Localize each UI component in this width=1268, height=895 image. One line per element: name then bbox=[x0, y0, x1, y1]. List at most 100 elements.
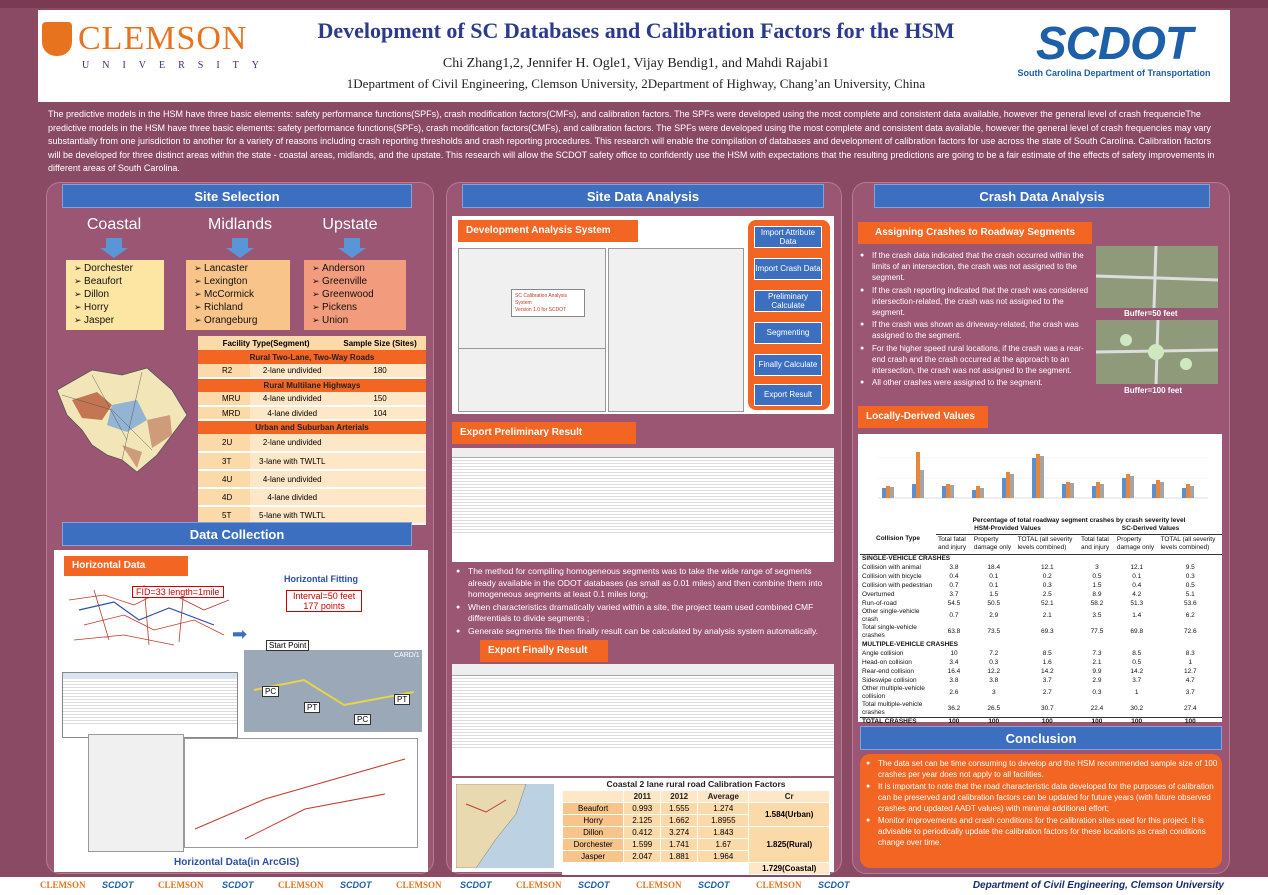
table-cell: 7.2 bbox=[989, 649, 999, 657]
table-row: Total single-vehicle crashes 63.8 73.5 69.3… bbox=[860, 624, 1222, 640]
table-cell: 0.5 bbox=[1185, 581, 1195, 589]
table-group-heading: Rural Multilane Highways bbox=[198, 378, 426, 392]
table-row: 4U 4-lane undivided bbox=[198, 470, 426, 489]
footer-clemson-logo: CLEMSON bbox=[636, 880, 682, 890]
table-cell: 3-lane with TWLTL bbox=[250, 452, 335, 471]
points-text: 177 points bbox=[303, 601, 345, 611]
bullet-item: The method for compiling homogeneous seg… bbox=[456, 566, 836, 601]
flow-step-import-attribute: Import Attribute Data bbox=[754, 226, 822, 248]
table-row: Total multiple-vehicle crashes 36.2 26.5 30… bbox=[860, 701, 1222, 718]
ldv-col-header: TOTAL (all severity levels combined) bbox=[1017, 536, 1073, 551]
table-header-row: Facility Type(Segment) Sample Size (Site… bbox=[198, 336, 426, 350]
scdot-logo: SCDOT South Carolina Department of Trans… bbox=[1008, 18, 1220, 96]
export-prelim-heading: Export Preliminary Result bbox=[452, 422, 636, 444]
table-cell: 6.2 bbox=[1185, 612, 1195, 619]
cr-rural: 1.825(Rural) bbox=[748, 826, 830, 863]
table-cell: Collision with pedestrian bbox=[862, 581, 933, 589]
table-cell: 0.1 bbox=[989, 581, 999, 589]
card-label: CARD/1 bbox=[394, 652, 420, 659]
table-cell: 53.6 bbox=[1183, 599, 1197, 607]
county-item: Union bbox=[312, 314, 406, 327]
table-cell: 1.881 bbox=[660, 850, 699, 863]
flow-step-preliminary: Preliminary Calculate bbox=[754, 290, 822, 312]
table-group-heading: Urban and Suburban Arterials bbox=[198, 420, 426, 434]
bullet-item: When characteristics dramatically varied… bbox=[456, 602, 836, 625]
buffer-50-image bbox=[1095, 245, 1219, 309]
ldv-col-header: TOTAL (all severity levels combined) bbox=[1160, 536, 1216, 551]
county-item: Lexington bbox=[194, 275, 290, 288]
table-cell: Total single-vehicle crashes bbox=[862, 624, 917, 639]
table-cell: 0.7 bbox=[949, 612, 959, 619]
table-row: Sideswipe collision 3.8 3.8 3.7 2.9 3.7 4.7 bbox=[860, 676, 1222, 685]
table-cell: 3.4 bbox=[949, 658, 959, 666]
conclusion-heading: Conclusion bbox=[860, 726, 1222, 750]
table-cell: 12.1 bbox=[1040, 563, 1054, 571]
table-cell: 14.2 bbox=[1130, 667, 1144, 675]
arrow-right-icon: ➡ bbox=[232, 624, 248, 644]
workflow-panel bbox=[748, 220, 830, 410]
table-cell: 2.7 bbox=[1042, 689, 1052, 696]
final-result-grid bbox=[452, 664, 834, 776]
ldv-table-bg bbox=[858, 514, 1222, 722]
table-row: Overturned 3.7 1.5 2.5 8.9 4.2 5.1 bbox=[860, 590, 1222, 599]
table-cell: 0.993 bbox=[623, 802, 662, 815]
flow-step-export: Export Result bbox=[754, 384, 822, 406]
table-cell: 63.8 bbox=[947, 628, 961, 635]
table-cell: 0.1 bbox=[1132, 572, 1142, 580]
table-cell: 52.1 bbox=[1040, 599, 1054, 607]
site-selection-heading: Site Selection bbox=[62, 184, 412, 208]
table-cell: Dorchester bbox=[561, 838, 625, 851]
table-cell: Beaufort bbox=[561, 802, 625, 815]
table-cell: Jasper bbox=[561, 850, 625, 863]
table-cell: 2-lane undivided bbox=[250, 434, 335, 453]
ldv-col-header: Total fatal and injury bbox=[938, 536, 967, 551]
bullet-item: All other crashes were assigned to the s… bbox=[860, 377, 1092, 388]
table-cell: 54.5 bbox=[947, 599, 961, 607]
pc-label: PC bbox=[354, 714, 372, 725]
county-item: Pickens bbox=[312, 301, 406, 314]
calibration-table: 2011 2012 Average Cr Beaufort 0.993 1.55… bbox=[561, 790, 830, 875]
table-cell: 2.5 bbox=[1042, 590, 1052, 598]
table-cell: Rear-end collision bbox=[862, 667, 915, 675]
table-cell: Angle collision bbox=[862, 649, 904, 657]
county-item: Greenwood bbox=[312, 288, 406, 301]
county-item: Beaufort bbox=[74, 275, 164, 288]
county-item: Horry bbox=[74, 301, 164, 314]
flow-step-finally: Finally Calculate bbox=[754, 354, 822, 376]
coastal-map bbox=[455, 783, 527, 869]
buffer-100-image bbox=[1095, 319, 1219, 385]
table-cell: 14.2 bbox=[1040, 667, 1054, 675]
table-cell: 3.7 bbox=[949, 590, 959, 598]
table-cell: 1.662 bbox=[660, 814, 699, 827]
table-cell: 4-lane undivided bbox=[250, 470, 335, 489]
county-item: Jasper bbox=[74, 314, 164, 327]
table-cell: 8.9 bbox=[1092, 590, 1102, 598]
bullet-item: If the crash reporting indicated that th… bbox=[860, 285, 1092, 319]
table-cell: 58.2 bbox=[1090, 599, 1104, 607]
table-cell: 0.3 bbox=[1092, 689, 1102, 696]
ldv-multi-label: MULTIPLE-VEHICLE CRASHES bbox=[862, 640, 958, 648]
table-cell: 100 bbox=[1131, 718, 1143, 726]
table-cell: 2U bbox=[198, 434, 251, 453]
table-cell: 1 bbox=[1134, 689, 1139, 696]
bullet-item: It is important to note that the road ch… bbox=[866, 781, 1218, 814]
table-cell: 100 bbox=[948, 718, 960, 726]
ldv-table: Percentage of total roadway segment cras… bbox=[860, 516, 1222, 727]
table-cell: 5.1 bbox=[1185, 590, 1195, 598]
ldv-col-header: Property damage only bbox=[1116, 536, 1155, 551]
table-header: Sample Size (Sites) bbox=[334, 336, 426, 350]
table-cell: 1.5 bbox=[989, 590, 999, 598]
poster-header: CLEMSON UNIVERSITY Development of SC Dat… bbox=[38, 10, 1230, 102]
table-cell: 12.1 bbox=[1130, 563, 1144, 571]
table-cell: 0.5 bbox=[1092, 572, 1102, 580]
table-row: Run-of-road 54.5 50.5 52.1 58.2 51.3 53.6 bbox=[860, 599, 1222, 608]
prelim-result-grid bbox=[452, 448, 834, 562]
table-cell: 8.5 bbox=[1132, 649, 1142, 657]
table-cell: 30.2 bbox=[1130, 705, 1144, 712]
table-cell: 1.741 bbox=[660, 838, 699, 851]
table-header: Facility Type(Segment) bbox=[198, 336, 335, 350]
buffer-100-aerial bbox=[1095, 319, 1219, 385]
table-header: 2012 bbox=[660, 790, 699, 803]
table-cell: MRD bbox=[198, 406, 251, 421]
ldv-col-type: Collision Type bbox=[876, 535, 920, 543]
